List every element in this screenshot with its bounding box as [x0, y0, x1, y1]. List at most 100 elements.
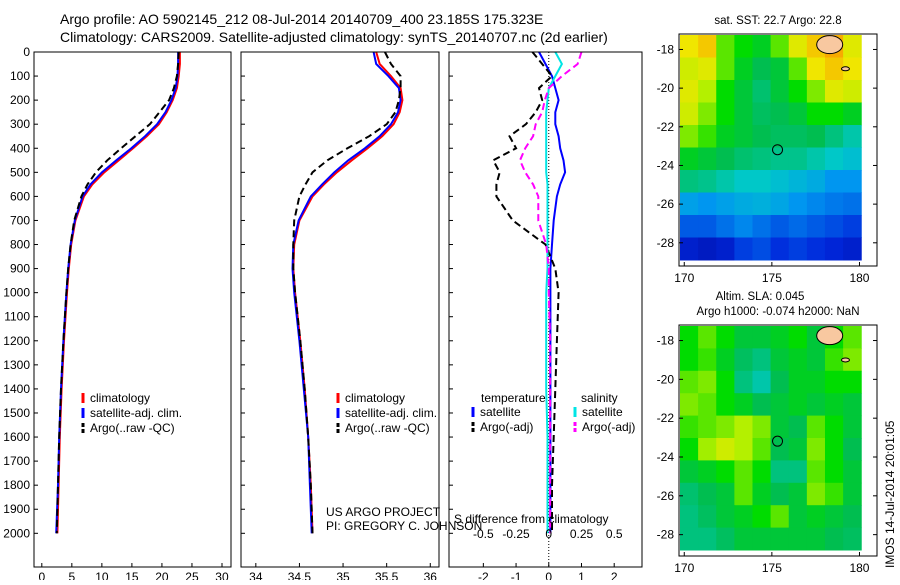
plot-frame: [240, 51, 440, 568]
y-tick-label: 800: [10, 238, 30, 252]
map-cell: [734, 215, 753, 238]
map-cell: [716, 326, 735, 349]
map-cell: [843, 125, 862, 148]
lat-tick-label: -26: [657, 489, 675, 503]
y-tick-label: 100: [10, 69, 30, 83]
map-cell: [824, 125, 844, 148]
map-cell: [788, 527, 808, 551]
map-cell: [680, 237, 699, 261]
imos-timestamp: IMOS 14-Jul-2014 20:01:05: [883, 420, 897, 568]
x2-axis-label: S difference from climatology: [454, 512, 609, 526]
map-cell: [680, 170, 699, 193]
x-tick-label: 1: [578, 570, 585, 580]
lon-tick-label: 175: [762, 561, 782, 575]
map-cell: [734, 348, 753, 372]
map-cell: [752, 460, 772, 484]
map-cell: [824, 192, 844, 216]
y-tick-label: 0: [23, 45, 30, 59]
map-cell: [680, 326, 699, 349]
map-cell: [716, 147, 735, 171]
map-cell: [680, 482, 699, 506]
y-tick-label: 200: [10, 93, 30, 107]
map-cell: [824, 527, 844, 551]
pi-credit: PI: GREGORY C. JOHNSON: [326, 519, 482, 533]
map-cell: [843, 80, 862, 103]
y-tick-label: 700: [10, 213, 30, 227]
y-tick-label: 1900: [3, 502, 30, 516]
map-cell: [716, 80, 735, 103]
map-cell: [752, 505, 772, 529]
map-cell: [806, 170, 826, 193]
x2-tick-label: -0.25: [502, 527, 530, 541]
map-cell: [788, 460, 808, 484]
y-tick-label: 1700: [3, 454, 30, 468]
map-cell: [698, 170, 717, 193]
map-cell: [716, 57, 735, 81]
map-cell: [734, 326, 753, 349]
map-cell: [716, 415, 735, 439]
map-cell: [734, 460, 753, 484]
x-tick-label: 10: [95, 570, 109, 580]
legend-label: satellite: [582, 405, 623, 419]
map-cell: [806, 80, 826, 103]
map-cell: [752, 527, 772, 551]
map-cell: [698, 326, 717, 349]
map-cell: [716, 215, 735, 238]
map-cell: [752, 80, 772, 103]
map-cell: [843, 102, 862, 126]
x-tick-label: 35: [336, 570, 350, 580]
map-cell: [680, 505, 699, 529]
land-island: [840, 66, 850, 72]
map-cell: [788, 393, 808, 417]
map-cell: [734, 505, 753, 529]
map-cell: [806, 505, 826, 529]
project-credit: US ARGO PROJECT: [326, 505, 441, 519]
map-cell: [770, 215, 790, 238]
map-cell: [824, 147, 844, 171]
map-cell: [716, 527, 735, 551]
map-cell: [788, 326, 808, 349]
map-cell: [806, 370, 826, 394]
y-tick-label: 300: [10, 117, 30, 131]
profile-panel-temperature: 0100200300400500600700800900100011001200…: [3, 45, 232, 585]
map-cell: [770, 482, 790, 506]
map-cell: [734, 438, 753, 461]
map-cell: [680, 215, 699, 238]
legend-label: Argo(..raw -QC): [90, 421, 175, 435]
lon-tick-label: 180: [849, 561, 869, 575]
map-cell: [788, 102, 808, 126]
x-tick-label: 30: [215, 570, 229, 580]
lat-tick-label: -26: [657, 197, 675, 211]
map-cell: [752, 438, 772, 461]
map-cell: [788, 415, 808, 439]
map-cell: [716, 348, 735, 372]
series-line-argo-raw-qc-: [55, 51, 180, 534]
figure-title-line1: Argo profile: AO 5902145_212 08-Jul-2014…: [60, 11, 543, 27]
map-cell: [734, 102, 753, 126]
series-line-t-argo-adj-: [491, 51, 560, 534]
y-tick-label: 1300: [3, 358, 30, 372]
map-cell: [698, 438, 717, 461]
map-cell: [698, 192, 717, 216]
lon-tick-label: 170: [674, 271, 694, 285]
map-cell: [843, 35, 862, 58]
map-cell: [770, 102, 790, 126]
map-cell: [716, 102, 735, 126]
map-cell: [716, 505, 735, 529]
map-cell: [843, 438, 862, 461]
map-cell: [698, 80, 717, 103]
map-cell: [698, 348, 717, 372]
map-cell: [806, 102, 826, 126]
lat-tick-label: -24: [657, 158, 675, 172]
map-cell: [843, 170, 862, 193]
map-cell: [752, 393, 772, 417]
map-cell: [716, 393, 735, 417]
map-cell: [716, 482, 735, 506]
map-cell: [734, 147, 753, 171]
map-cell: [843, 393, 862, 417]
y-tick-label: 1100: [4, 310, 30, 324]
x-tick-label: 36: [424, 570, 438, 580]
map-cell: [770, 527, 790, 551]
map-cell: [843, 505, 862, 529]
series-line-argo-raw-qc-: [292, 51, 402, 534]
